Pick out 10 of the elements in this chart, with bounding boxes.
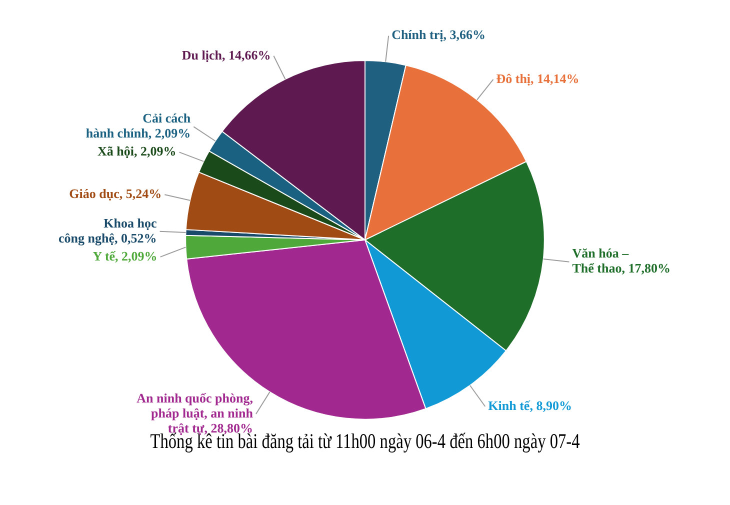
- slice-label: Kinh tế, 8,90%: [488, 398, 572, 413]
- slice-label: Văn hóa – Thể thao, 17,80%: [572, 246, 670, 276]
- slice-label: Du lịch, 14,66%: [182, 47, 271, 62]
- slice-label: Đô thị, 14,14%: [496, 70, 580, 86]
- slice-label: Chính trị, 3,66%: [392, 27, 486, 42]
- slice-label: Cải cách hành chính, 2,09%: [86, 110, 192, 141]
- slice-label: Y tế, 2,09%: [92, 248, 158, 264]
- slice-label: Khoa học công nghệ, 0,52%: [58, 215, 158, 246]
- slice-label: Xã hội, 2,09%: [98, 144, 176, 159]
- slice-label: Giáo dục, 5,24%: [69, 186, 162, 201]
